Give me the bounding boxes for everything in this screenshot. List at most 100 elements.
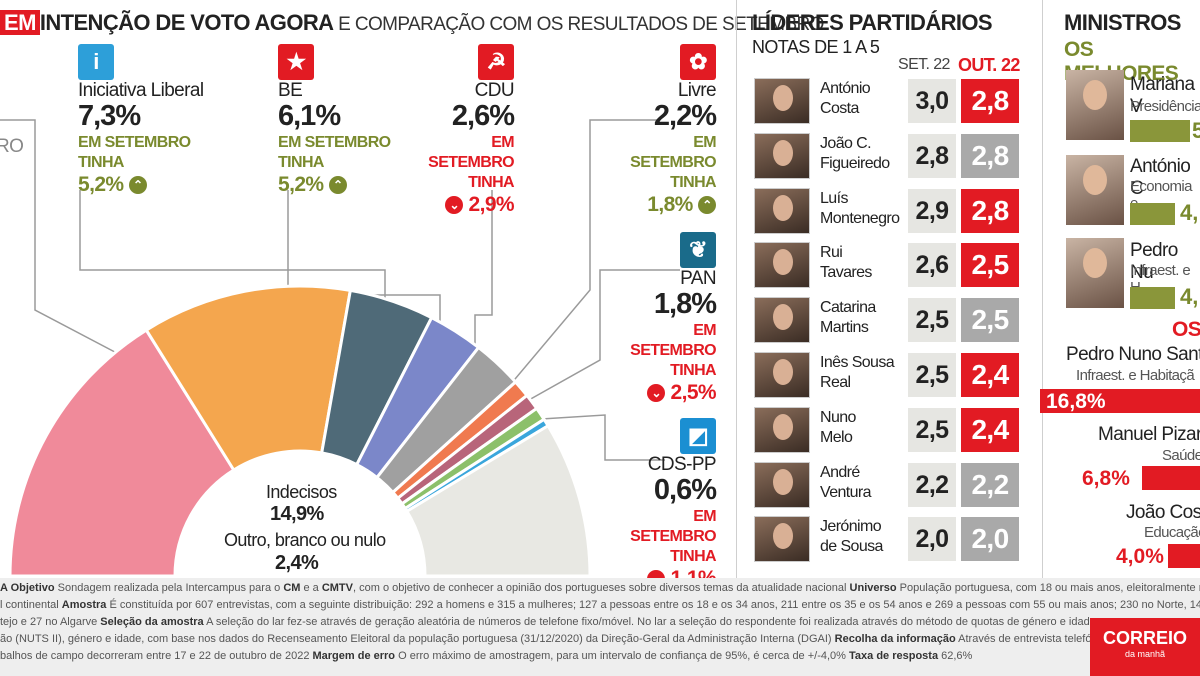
- footer-universo-label: Universo: [849, 582, 897, 594]
- leader-name-line2: Ventura: [820, 483, 872, 501]
- party-value: 0,6%: [653, 474, 717, 506]
- leader-photo: [754, 78, 810, 124]
- footer-text: balhos de campo decorreram entre 17 e 22…: [0, 650, 313, 662]
- leader-name-line2: Costa: [820, 100, 859, 117]
- leader-name: Catarina Martins: [820, 298, 876, 338]
- leader-name: João C. Figueiredo: [820, 134, 890, 174]
- party-prev-row: 5,2% ⌃: [278, 173, 391, 197]
- indecisos-label: Indecisos: [266, 482, 337, 502]
- ministers-title: MINISTROS: [1064, 10, 1181, 35]
- party-prev: 1,8%: [647, 193, 693, 216]
- leader-name: Luís Montenegro: [820, 189, 900, 229]
- score-oct22: 2,0: [961, 517, 1019, 562]
- minister-best-value-2: 4,: [1180, 200, 1199, 225]
- party-label-2: ☭ CDU 2,6% EM SETEMBRO TINHA ⌄ 2,9%: [414, 44, 515, 217]
- leader-photo: [754, 187, 810, 234]
- party-prev-row: 5,2% ⌃: [78, 173, 203, 197]
- leader-row: Inês Sousa Real 2,5 2,4: [752, 350, 1024, 400]
- minister-best-name-1: Mariana V: [1130, 74, 1195, 117]
- leader-name-line2: Figueiredo: [820, 154, 890, 172]
- leaders-subtitle: NOTAS DE 1 A 5: [752, 37, 880, 57]
- col-old-header: SET. 22: [898, 56, 950, 73]
- trend-up-icon: ⌃: [698, 196, 716, 214]
- minister-worst-value-3: 4,0%: [1116, 545, 1164, 568]
- minister-worst-name-3: João Costa: [1126, 502, 1200, 523]
- leader-name-line2: Martins: [820, 319, 869, 337]
- pan-tree-icon: ❦: [680, 232, 716, 268]
- connector-livre: [509, 119, 660, 386]
- minister-worst-name-1: Pedro Nuno Santo: [1066, 344, 1200, 365]
- title-tag: EM: [0, 10, 40, 35]
- footer-text: População portuguesa, com 18 ou mais ano…: [896, 582, 1200, 594]
- indecisos-value: 14,9%: [270, 503, 324, 525]
- leader-name-line1: Luís: [820, 189, 848, 207]
- minister-worst-area-3: Educação: [1144, 524, 1200, 541]
- leader-name-line1: Catarina: [820, 299, 876, 317]
- brand-sub: da manhã: [1124, 649, 1166, 659]
- minister-worst-bar-2: [1142, 466, 1200, 490]
- leader-name-line2: Melo: [820, 428, 853, 446]
- leader-photo: [754, 242, 810, 289]
- leader-name-line2: Montenegro: [820, 209, 900, 227]
- footer-text: tejo e 27 no Algarve: [0, 616, 101, 628]
- score-sep22: 2,6: [908, 243, 956, 288]
- leader-row: Catarina Martins 2,5 2,5: [752, 295, 1024, 345]
- party-name: CDU: [474, 80, 515, 101]
- cdu-hammer-sickle-icon: ☭: [478, 44, 514, 80]
- party-note-1: EM SETEMBRO: [428, 134, 514, 171]
- party-label-4: ❦ PAN 1,8% EM SETEMBRO TINHA ⌄ 2,5%: [614, 232, 717, 405]
- leader-photo: [754, 406, 810, 453]
- footer-text: Sondagem realizada pela Intercampus para…: [54, 582, 284, 594]
- party-prev-row: ⌄ 2,9%: [414, 193, 515, 217]
- footer-taxa-label: Taxa de resposta: [849, 650, 939, 662]
- footer-cmtv: CMTV: [321, 582, 353, 594]
- trend-down-icon: ⌄: [647, 384, 666, 402]
- footer-cm: CM: [283, 582, 301, 594]
- title-bold: INTENÇÃO DE VOTO AGORA: [39, 10, 334, 35]
- leaders-title: LÍDERES PARTIDÁRIOS: [752, 10, 993, 35]
- party-note-1: EM SETEMBRO: [278, 134, 391, 151]
- score-oct22: 2,8: [961, 188, 1019, 233]
- party-label-0: i Iniciativa Liberal 7,3% EM SETEMBRO TINHA 5…: [78, 44, 204, 197]
- donut-hole: [175, 451, 425, 576]
- trend-up-icon: ⌃: [328, 176, 347, 194]
- minister-photo-1: [1066, 70, 1124, 140]
- leader-name-line1: Inês Sousa: [820, 354, 895, 371]
- title-rest: E COMPARAÇÃO COM OS RESULTADOS DE SETEMB…: [333, 14, 824, 35]
- minister-best-bar-2: [1130, 203, 1175, 225]
- footer-text: A seleção do lar fez-se através de geraç…: [203, 616, 1096, 628]
- minister-best-bar-1: [1130, 120, 1190, 142]
- party-note-2: TINHA: [670, 174, 716, 191]
- minister-worst-value-2: 6,8%: [1082, 467, 1130, 490]
- leader-name-line1: Rui: [820, 244, 843, 262]
- vote-intention-chart: [0, 119, 680, 576]
- footer-text: É constituída por 607 entrevistas, com a…: [106, 599, 1200, 611]
- party-name: Iniciativa Liberal: [78, 80, 204, 101]
- footer-recolha-label: Recolha da informação: [834, 633, 956, 645]
- leader-name: Inês Sousa Real: [820, 353, 895, 393]
- leader-name: Nuno Melo: [820, 408, 856, 448]
- minister-worst-value-1: 16,8%: [1046, 390, 1106, 413]
- party-prev: 5,2%: [78, 173, 124, 196]
- leader-photo: [754, 352, 810, 398]
- correio-da-manha-logo[interactable]: CORREIO da manhã: [1090, 618, 1200, 676]
- outro-value: 2,4%: [275, 552, 319, 574]
- party-prev: 5,2%: [278, 173, 324, 196]
- footer-objetivo-label: A Objetivo: [0, 582, 55, 594]
- connector-cds: [524, 414, 665, 461]
- divider-leaders: [736, 0, 737, 578]
- leader-name-line2: Tavares: [820, 264, 872, 282]
- ministers-worst-title: OS: [1172, 318, 1200, 341]
- connector-cdu: [474, 190, 493, 370]
- leader-name-line1: António: [820, 80, 871, 97]
- leader-name-line1: João C.: [820, 134, 872, 152]
- leader-row: Luís Montenegro 2,9 2,8: [752, 186, 1024, 236]
- party-note-1: EM SETEMBRO: [630, 134, 716, 171]
- score-sep22: 2,8: [908, 133, 956, 178]
- trend-down-icon: ⌄: [445, 196, 464, 214]
- footer-selecao-label: Seleção da amostra: [100, 616, 204, 628]
- minister-worst-bar-1: [1040, 389, 1200, 413]
- party-prev: 2,5%: [670, 381, 717, 404]
- score-oct22: 2,4: [961, 407, 1019, 452]
